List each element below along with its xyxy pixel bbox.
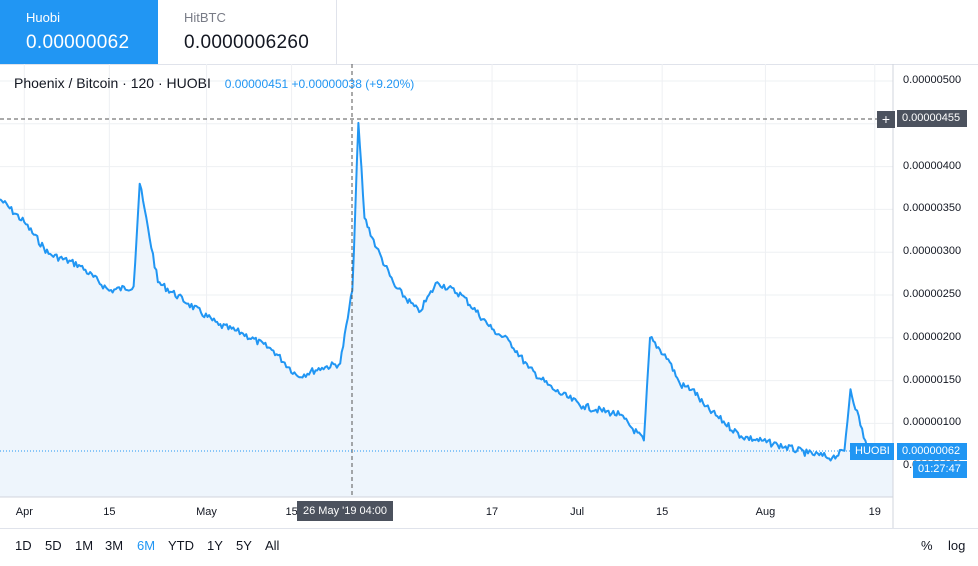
time-tick-label: 17	[485, 506, 499, 518]
price-tick-label: 0.00000150	[903, 373, 962, 386]
tab-price: 0.0000006260	[184, 32, 310, 53]
range-3m-button[interactable]: 3M	[105, 538, 124, 553]
range-5d-button[interactable]: 5D	[45, 538, 62, 553]
price-tick-label: 0.00000300	[903, 245, 962, 258]
time-tick-label: Jul	[570, 506, 585, 518]
log-scale-button[interactable]: log	[948, 538, 966, 553]
range-1d-button[interactable]: 1D	[15, 538, 32, 553]
price-area-fill	[0, 122, 893, 498]
tab-price: 0.00000062	[26, 32, 130, 53]
exchange-tabs: Huobi 0.00000062 HitBTC 0.0000006260	[0, 0, 978, 65]
last-price-label: 0.00000062	[897, 443, 967, 460]
price-tick-label: 0.00000250	[903, 288, 962, 300]
legend-values: 0.00000451 +0.00000038 (+9.20%)	[224, 77, 415, 91]
tab-huobi[interactable]: Huobi 0.00000062	[0, 0, 158, 64]
tab-exchange-name: Huobi	[26, 10, 60, 25]
time-tick-label: Apr	[15, 506, 33, 518]
range-5y-button[interactable]: 5Y	[236, 538, 252, 553]
crosshair-price-label: 0.00000455	[897, 110, 967, 127]
price-tick-label: 0.00000200	[903, 330, 962, 343]
range-6m-button[interactable]: 6M	[137, 538, 156, 553]
price-line	[0, 121, 894, 462]
tab-exchange-name: HitBTC	[184, 10, 226, 25]
range-toolbar: 1D 5D 1M 3M 6M YTD 1Y 5Y All % log	[0, 528, 978, 566]
price-tick-label: 0.00000500	[903, 74, 962, 86]
countdown-label: 01:27:47	[913, 461, 967, 478]
series-tag: HUOBI	[850, 443, 894, 460]
range-ytd-button[interactable]: YTD	[168, 538, 194, 553]
tab-hitbtc[interactable]: HitBTC 0.0000006260	[158, 0, 337, 64]
range-1y-button[interactable]: 1Y	[207, 538, 223, 553]
price-tick-label: 0.00000400	[903, 159, 962, 172]
time-tick-label: 15	[103, 506, 116, 518]
time-tick-label: 19	[868, 506, 881, 518]
crosshair-button[interactable]: +	[877, 111, 895, 128]
crosshair-time-label: 26 May '19 04:00	[297, 501, 394, 521]
time-tick-label: 15	[285, 506, 298, 518]
time-tick-label: Aug	[755, 506, 776, 518]
chart-legend: Phoenix / Bitcoin · 120 · HUOBI 0.000004…	[14, 75, 414, 91]
price-tick-label: 0.00000100	[903, 416, 962, 429]
time-tick-label: 15	[656, 506, 669, 518]
range-1m-button[interactable]: 1M	[75, 538, 94, 553]
percent-scale-button[interactable]: %	[921, 538, 933, 553]
time-tick-label: May	[196, 506, 217, 518]
range-all-button[interactable]: All	[265, 538, 280, 553]
symbol-label: Phoenix / Bitcoin · 120 · HUOBI	[14, 75, 211, 91]
price-tick-label: 0.00000350	[903, 202, 962, 215]
